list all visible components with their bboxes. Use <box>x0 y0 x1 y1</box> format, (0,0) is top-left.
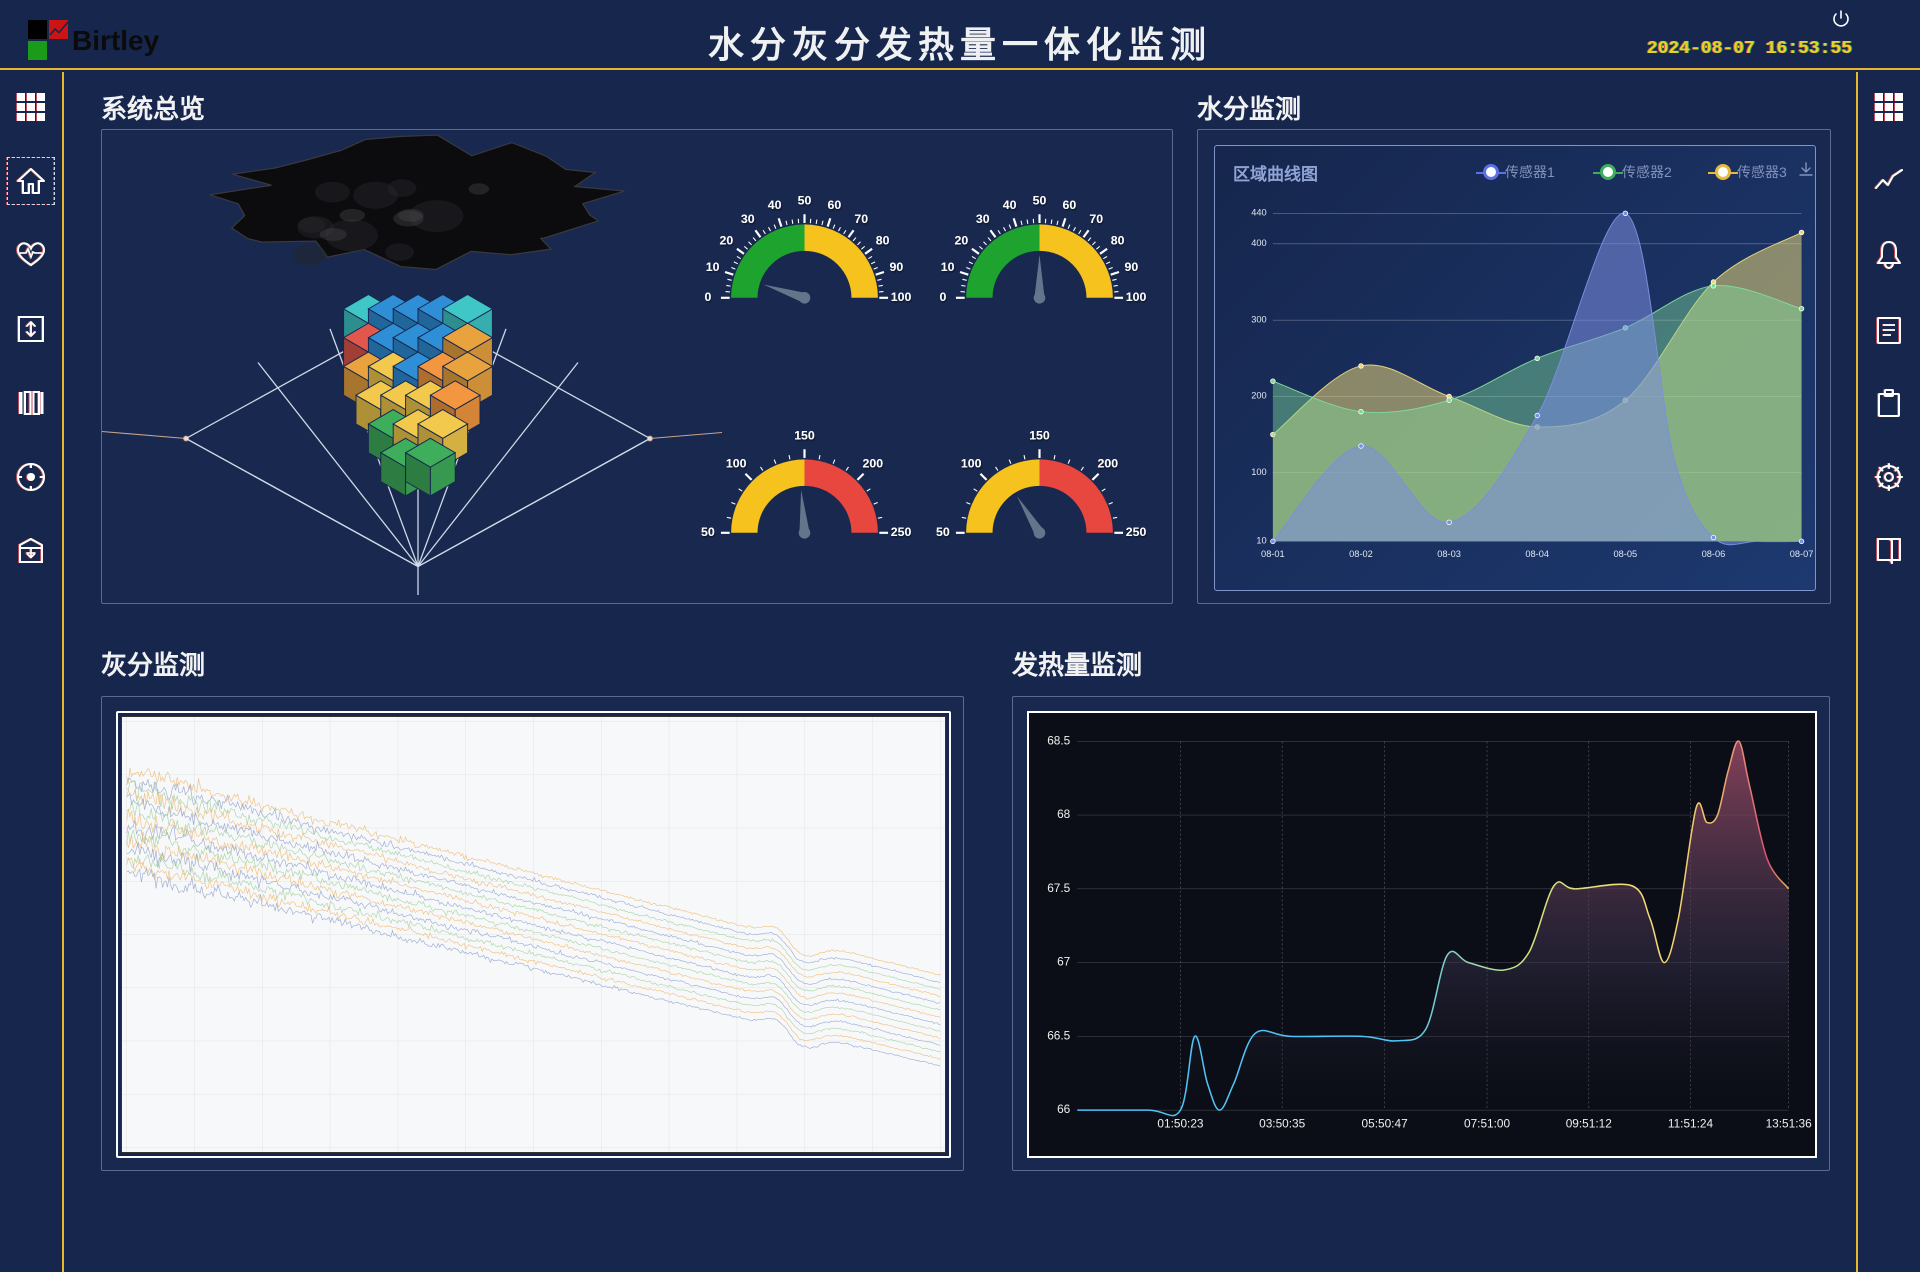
svg-text:150: 150 <box>1029 428 1050 442</box>
svg-text:80: 80 <box>1111 233 1125 247</box>
svg-text:08-04: 08-04 <box>1525 549 1549 559</box>
svg-text:67: 67 <box>1057 955 1070 969</box>
svg-text:90: 90 <box>1125 260 1139 274</box>
svg-text:50: 50 <box>1033 193 1047 207</box>
svg-text:09:51:12: 09:51:12 <box>1566 1117 1612 1131</box>
svg-text:50: 50 <box>936 525 950 539</box>
svg-text:400: 400 <box>1251 238 1266 248</box>
svg-text:13:51:36: 13:51:36 <box>1766 1117 1813 1131</box>
svg-text:20: 20 <box>954 233 968 247</box>
svg-text:300: 300 <box>1251 314 1266 324</box>
svg-text:08-03: 08-03 <box>1437 549 1461 559</box>
svg-text:40: 40 <box>1003 198 1017 212</box>
svg-text:10: 10 <box>941 260 955 274</box>
svg-text:150: 150 <box>794 428 815 442</box>
svg-text:08-06: 08-06 <box>1702 549 1726 559</box>
svg-text:100: 100 <box>1126 290 1147 304</box>
svg-text:200: 200 <box>1251 391 1266 401</box>
svg-text:10: 10 <box>1256 536 1266 546</box>
svg-text:0: 0 <box>939 290 946 304</box>
svg-text:0: 0 <box>704 290 711 304</box>
svg-text:200: 200 <box>1098 457 1119 471</box>
svg-text:11:51:24: 11:51:24 <box>1668 1117 1714 1131</box>
svg-text:08-01: 08-01 <box>1261 549 1285 559</box>
svg-text:67.5: 67.5 <box>1047 881 1070 895</box>
svg-text:80: 80 <box>876 233 890 247</box>
svg-text:200: 200 <box>863 457 884 471</box>
svg-text:03:50:35: 03:50:35 <box>1259 1117 1306 1131</box>
svg-text:100: 100 <box>891 290 912 304</box>
svg-text:07:51:00: 07:51:00 <box>1464 1117 1511 1131</box>
svg-text:250: 250 <box>1126 525 1147 539</box>
svg-text:05:50:47: 05:50:47 <box>1362 1117 1408 1131</box>
svg-text:60: 60 <box>827 198 841 212</box>
svg-text:08-05: 08-05 <box>1614 549 1638 559</box>
svg-text:440: 440 <box>1251 208 1266 218</box>
svg-text:50: 50 <box>798 193 812 207</box>
svg-text:30: 30 <box>741 212 755 226</box>
svg-text:70: 70 <box>1089 212 1103 226</box>
svg-text:20: 20 <box>719 233 733 247</box>
svg-text:30: 30 <box>976 212 990 226</box>
svg-text:50: 50 <box>701 525 715 539</box>
svg-text:08-02: 08-02 <box>1349 549 1373 559</box>
svg-text:40: 40 <box>768 198 782 212</box>
svg-text:66: 66 <box>1057 1102 1071 1116</box>
svg-text:68: 68 <box>1057 807 1071 821</box>
svg-text:68.5: 68.5 <box>1047 733 1070 747</box>
svg-text:100: 100 <box>1251 467 1266 477</box>
svg-text:250: 250 <box>891 525 912 539</box>
svg-text:60: 60 <box>1062 198 1076 212</box>
svg-text:70: 70 <box>854 212 868 226</box>
svg-text:08-07: 08-07 <box>1790 549 1814 559</box>
svg-text:66.5: 66.5 <box>1047 1028 1070 1042</box>
svg-text:100: 100 <box>726 457 747 471</box>
svg-text:90: 90 <box>890 260 904 274</box>
svg-text:10: 10 <box>706 260 720 274</box>
svg-text:100: 100 <box>961 457 982 471</box>
svg-text:01:50:23: 01:50:23 <box>1157 1117 1204 1131</box>
